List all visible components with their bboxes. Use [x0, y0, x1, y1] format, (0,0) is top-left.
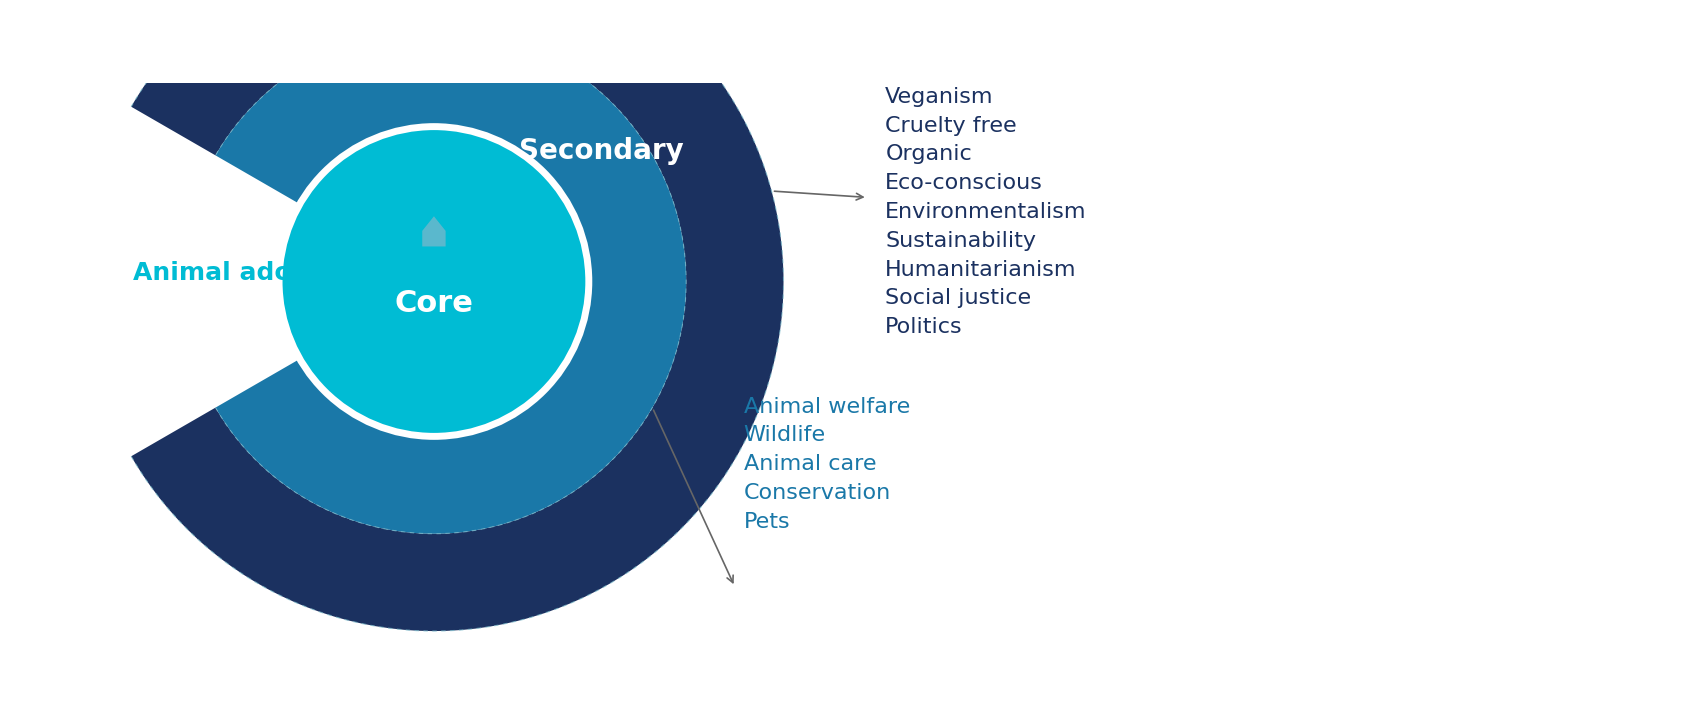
Circle shape — [278, 127, 589, 437]
Polygon shape — [423, 216, 445, 246]
Text: Veganism
Cruelty free
Organic
Eco-conscious
Environmentalism
Sustainability
Huma: Veganism Cruelty free Organic Eco-consci… — [885, 87, 1087, 337]
Text: Animal adoption: Animal adoption — [132, 261, 365, 285]
Text: Tertiary: Tertiary — [489, 0, 604, 15]
Wedge shape — [131, 0, 783, 631]
Wedge shape — [216, 29, 686, 534]
Text: Core: Core — [394, 289, 474, 318]
Text: Animal welfare
Wildlife
Animal care
Conservation
Pets: Animal welfare Wildlife Animal care Cons… — [744, 397, 910, 531]
Text: Secondary: Secondary — [520, 137, 684, 165]
